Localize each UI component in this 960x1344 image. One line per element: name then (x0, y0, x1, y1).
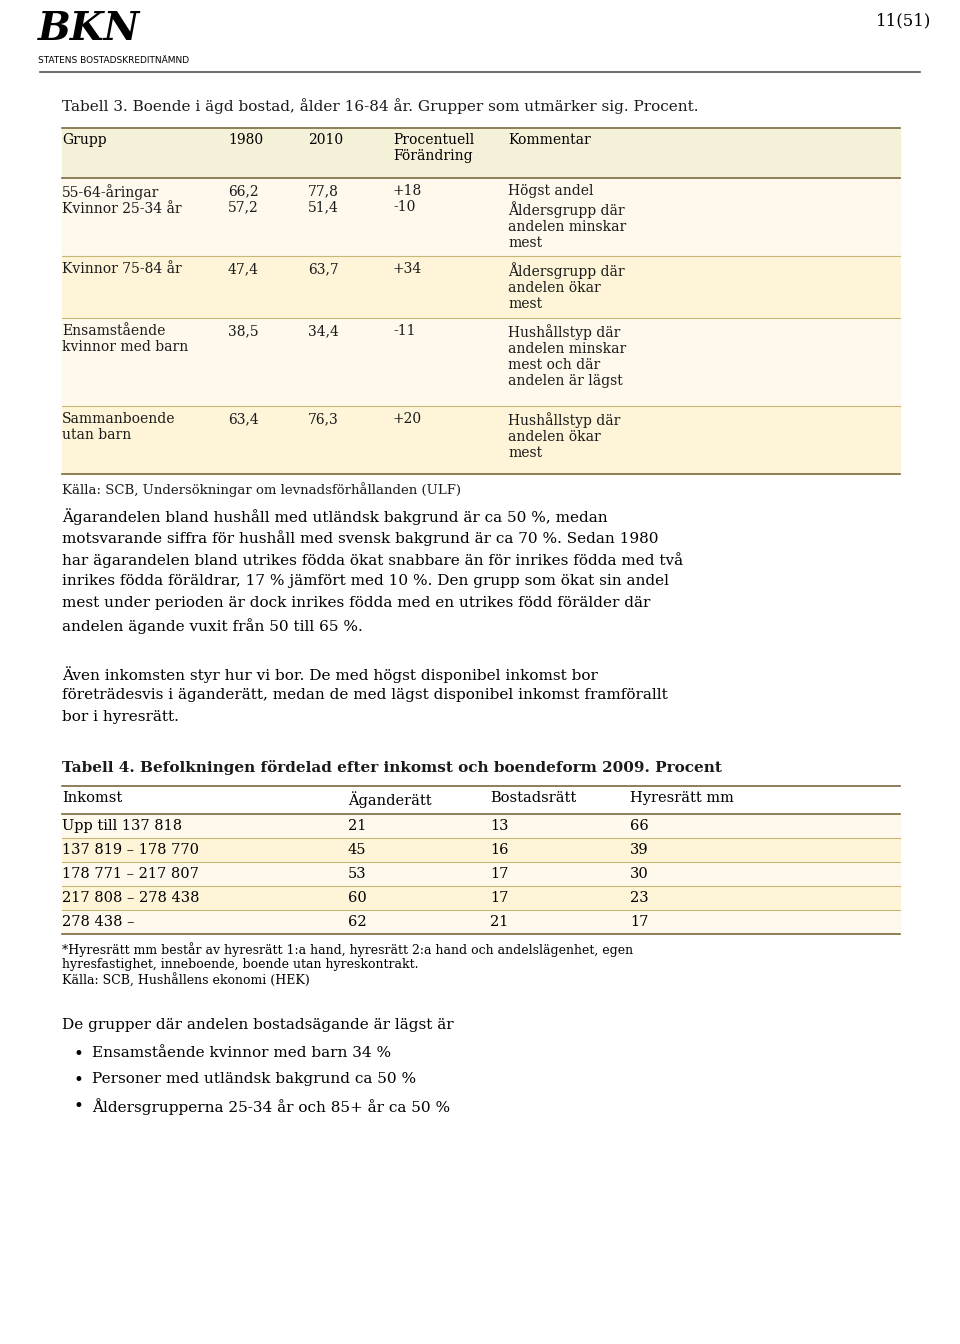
Text: 2010: 2010 (308, 133, 343, 146)
Text: *Hyresrätt mm består av hyresrätt 1:a hand, hyresrätt 2:a hand och andelslägenhe: *Hyresrätt mm består av hyresrätt 1:a ha… (62, 942, 634, 957)
Text: mest under perioden är dock inrikes födda med en utrikes född förälder där: mest under perioden är dock inrikes född… (62, 595, 650, 610)
Text: har ägarandelen bland utrikes födda ökat snabbare än för inrikes födda med två: har ägarandelen bland utrikes födda ökat… (62, 552, 684, 569)
Text: Upp till 137 818: Upp till 137 818 (62, 818, 182, 833)
Text: Procentuell
Förändring: Procentuell Förändring (393, 133, 474, 163)
Text: bor i hyresrätt.: bor i hyresrätt. (62, 710, 179, 724)
Text: 76,3: 76,3 (308, 413, 339, 426)
Text: 38,5: 38,5 (228, 324, 258, 337)
Text: •: • (74, 1098, 84, 1116)
Text: +18
-10: +18 -10 (393, 184, 422, 214)
Text: 137 819 – 178 770: 137 819 – 178 770 (62, 843, 199, 857)
Text: Åldersgrupperna 25-34 år och 85+ år ca 50 %: Åldersgrupperna 25-34 år och 85+ år ca 5… (92, 1098, 450, 1116)
Text: •: • (74, 1073, 84, 1089)
Text: STATENS BOSTADSKREDITNÄMND: STATENS BOSTADSKREDITNÄMND (38, 56, 189, 65)
Text: motsvarande siffra för hushåll med svensk bakgrund är ca 70 %. Sedan 1980: motsvarande siffra för hushåll med svens… (62, 530, 659, 546)
Text: Sammanboende
utan barn: Sammanboende utan barn (62, 413, 176, 442)
Text: +20: +20 (393, 413, 422, 426)
Text: 17: 17 (490, 891, 509, 905)
Text: Hyresrätt mm: Hyresrätt mm (630, 792, 733, 805)
Text: 63,4: 63,4 (228, 413, 259, 426)
Text: 45: 45 (348, 843, 367, 857)
Text: Tabell 4. Befolkningen fördelad efter inkomst och boendeform 2009. Procent: Tabell 4. Befolkningen fördelad efter in… (62, 759, 722, 775)
Text: Äganderätt: Äganderätt (348, 792, 432, 808)
Text: 77,8
51,4: 77,8 51,4 (308, 184, 339, 214)
Text: 21: 21 (490, 915, 509, 929)
Bar (62, 786, 900, 814)
Text: 66: 66 (630, 818, 649, 833)
Text: •: • (74, 1046, 84, 1063)
Text: 21: 21 (348, 818, 367, 833)
Text: +34: +34 (393, 262, 422, 276)
Bar (62, 255, 900, 319)
Text: 60: 60 (348, 891, 367, 905)
Text: BKN: BKN (38, 9, 140, 48)
Text: 30: 30 (630, 867, 649, 882)
Text: Kvinnor 75-84 år: Kvinnor 75-84 år (62, 262, 181, 276)
Text: 17: 17 (490, 867, 509, 882)
Text: 62: 62 (348, 915, 367, 929)
Text: 55-64-åringar
Kvinnor 25-34 år: 55-64-åringar Kvinnor 25-34 år (62, 184, 181, 216)
Text: 16: 16 (490, 843, 509, 857)
Text: 39: 39 (630, 843, 649, 857)
Text: 1980: 1980 (228, 133, 263, 146)
Text: Åldersgrupp där
andelen ökar
mest: Åldersgrupp där andelen ökar mest (508, 262, 625, 312)
Text: 178 771 – 217 807: 178 771 – 217 807 (62, 867, 199, 882)
Text: 66,2
57,2: 66,2 57,2 (228, 184, 259, 214)
Text: 34,4: 34,4 (308, 324, 339, 337)
Bar (62, 910, 900, 934)
Text: 278 438 –: 278 438 – (62, 915, 134, 929)
Bar (62, 886, 900, 910)
Text: Kommentar: Kommentar (508, 133, 590, 146)
Text: 47,4: 47,4 (228, 262, 259, 276)
Text: 23: 23 (630, 891, 649, 905)
Text: 217 808 – 278 438: 217 808 – 278 438 (62, 891, 200, 905)
Text: Tabell 3. Boende i ägd bostad, ålder 16-84 år. Grupper som utmärker sig. Procent: Tabell 3. Boende i ägd bostad, ålder 16-… (62, 98, 699, 114)
Bar (62, 839, 900, 862)
Text: Bostadsrätt: Bostadsrätt (490, 792, 576, 805)
Text: Även inkomsten styr hur vi bor. De med högst disponibel inkomst bor: Även inkomsten styr hur vi bor. De med h… (62, 667, 598, 683)
Text: 53: 53 (348, 867, 367, 882)
Bar (62, 862, 900, 886)
Text: 11(51): 11(51) (876, 12, 931, 30)
Text: 17: 17 (630, 915, 648, 929)
Text: Högst andel
Åldersgrupp där
andelen minskar
mest: Högst andel Åldersgrupp där andelen mins… (508, 184, 626, 250)
Text: Inkomst: Inkomst (62, 792, 122, 805)
Text: Källa: SCB, Hushållens ekonomi (HEK): Källa: SCB, Hushållens ekonomi (HEK) (62, 974, 310, 988)
Text: Källa: SCB, Undersökningar om levnadsförhållanden (ULF): Källa: SCB, Undersökningar om levnadsför… (62, 482, 461, 497)
Text: företrädesvis i äganderätt, medan de med lägst disponibel inkomst framförallt: företrädesvis i äganderätt, medan de med… (62, 688, 668, 702)
Text: De grupper där andelen bostadsägande är lägst är: De grupper där andelen bostadsägande är … (62, 1017, 454, 1032)
Text: Hushållstyp där
andelen ökar
mest: Hushållstyp där andelen ökar mest (508, 413, 620, 460)
Text: Grupp: Grupp (62, 133, 107, 146)
Bar (62, 814, 900, 839)
Text: Ägarandelen bland hushåll med utländsk bakgrund är ca 50 %, medan: Ägarandelen bland hushåll med utländsk b… (62, 508, 608, 526)
Text: andelen ägande vuxit från 50 till 65 %.: andelen ägande vuxit från 50 till 65 %. (62, 618, 363, 634)
Bar (62, 319, 900, 406)
Text: inrikes födda föräldrar, 17 % jämfört med 10 %. Den grupp som ökat sin andel: inrikes födda föräldrar, 17 % jämfört me… (62, 574, 669, 589)
Text: Ensamstående kvinnor med barn 34 %: Ensamstående kvinnor med barn 34 % (92, 1046, 391, 1060)
Bar (62, 128, 900, 177)
Text: Ensamstående
kvinnor med barn: Ensamstående kvinnor med barn (62, 324, 188, 355)
Text: -11: -11 (393, 324, 416, 337)
Text: Personer med utländsk bakgrund ca 50 %: Personer med utländsk bakgrund ca 50 % (92, 1073, 416, 1086)
Text: hyresfastighet, inneboende, boende utan hyreskontrakt.: hyresfastighet, inneboende, boende utan … (62, 958, 419, 970)
Bar (62, 406, 900, 474)
Text: 13: 13 (490, 818, 509, 833)
Text: 63,7: 63,7 (308, 262, 339, 276)
Text: Hushållstyp där
andelen minskar
mest och där
andelen är lägst: Hushållstyp där andelen minskar mest och… (508, 324, 626, 388)
Bar (62, 177, 900, 255)
